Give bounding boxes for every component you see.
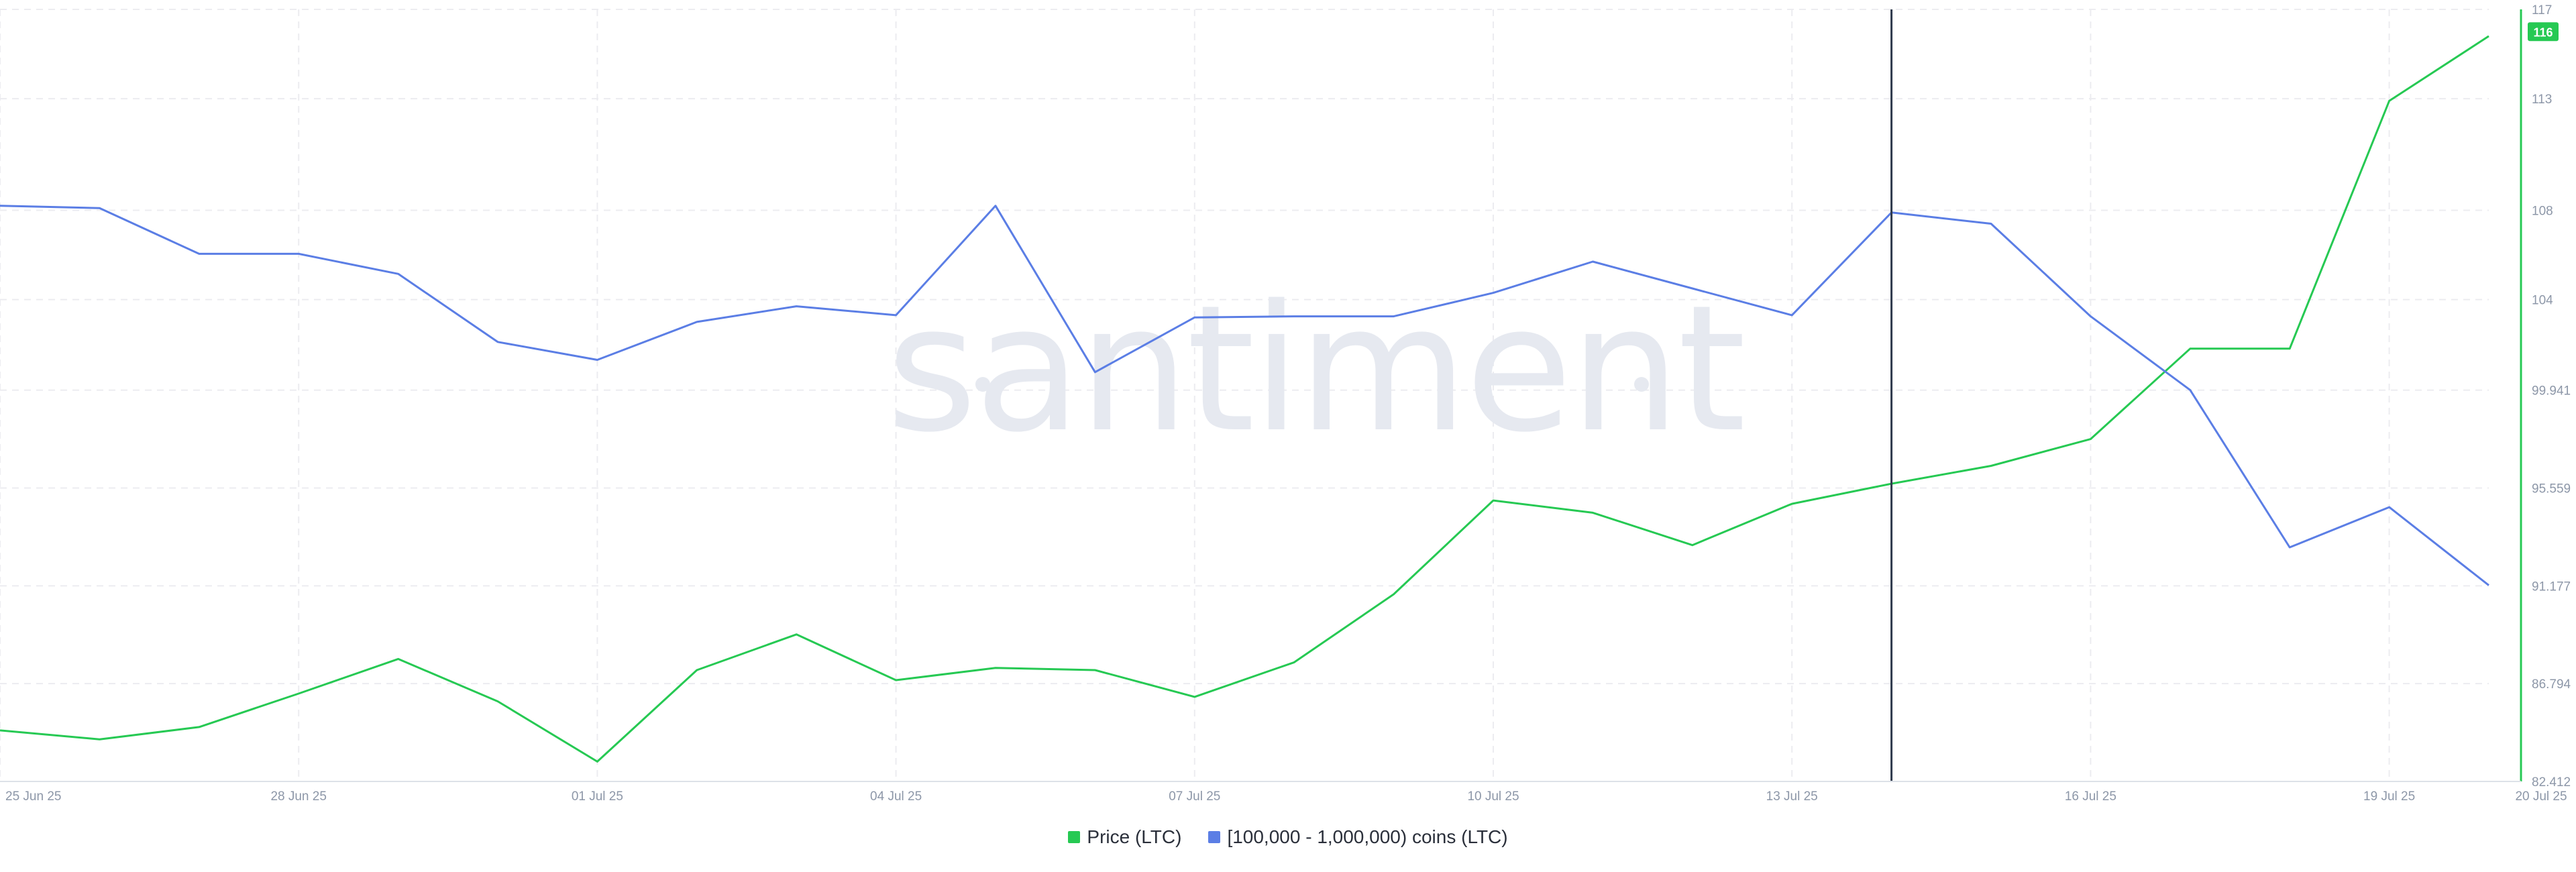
badge-label: 116 [2533, 25, 2553, 39]
legend-label-holders: [100,000 - 1,000,000) coins (LTC) [1227, 826, 1508, 847]
x-tick-label: 07 Jul 25 [1169, 789, 1220, 804]
y-tick-label: 104 [2532, 294, 2553, 308]
y-tick-label: 113 [2532, 93, 2552, 107]
x-tick-label: 20 Jul 25 [2515, 789, 2567, 804]
y-tick-label: 95.559 [2532, 482, 2571, 496]
y-tick-label: 86.794 [2532, 677, 2571, 692]
x-tick-label: 28 Jun 25 [270, 789, 326, 804]
y-axis-ticks: 82.412 86.794 91.177 95.559 99.941 104 108 113 1… [2532, 3, 2571, 789]
legend-label-price: Price (LTC) [1087, 826, 1182, 847]
x-tick-label: 13 Jul 25 [1766, 789, 1818, 804]
legend: Price (LTC) [100,000 - 1,000,000) coins … [0, 826, 2576, 848]
x-tick-label: 10 Jul 25 [1467, 789, 1519, 804]
y-tick-label: 99.941 [2532, 384, 2571, 398]
y-tick-label: 91.177 [2532, 580, 2571, 594]
x-tick-label: 19 Jul 25 [2363, 789, 2415, 804]
series-line-1 [0, 205, 2489, 586]
x-tick-label: 25 Jun 25 [5, 789, 61, 804]
series-line-0 [0, 35, 2489, 763]
y-tick-label: 108 [2532, 204, 2553, 218]
legend-item-price[interactable]: Price (LTC) [1068, 826, 1181, 848]
legend-item-holders[interactable]: [100,000 - 1,000,000) coins (LTC) [1208, 826, 1508, 848]
x-tick-label: 01 Jul 25 [572, 789, 623, 804]
badge-background [2528, 22, 2559, 42]
legend-swatch-holders [1208, 831, 1221, 843]
current-value-badge: 116 [2528, 22, 2559, 42]
series-layer [0, 35, 2489, 763]
watermark-dot-left [975, 377, 990, 392]
x-tick-label: 04 Jul 25 [870, 789, 922, 804]
x-tick-label: 16 Jul 25 [2065, 789, 2116, 804]
chart-grid [0, 9, 2489, 782]
legend-swatch-price [1068, 831, 1081, 843]
santiment-watermark: santiment [886, 268, 1743, 471]
y-tick-label: 82.412 [2532, 775, 2571, 789]
x-axis-ticks: 25 Jun 25 28 Jun 25 01 Jul 25 04 Jul 25 07 J… [5, 789, 2567, 804]
watermark-dot-right [1634, 377, 1649, 392]
y-tick-label: 117 [2532, 3, 2552, 17]
